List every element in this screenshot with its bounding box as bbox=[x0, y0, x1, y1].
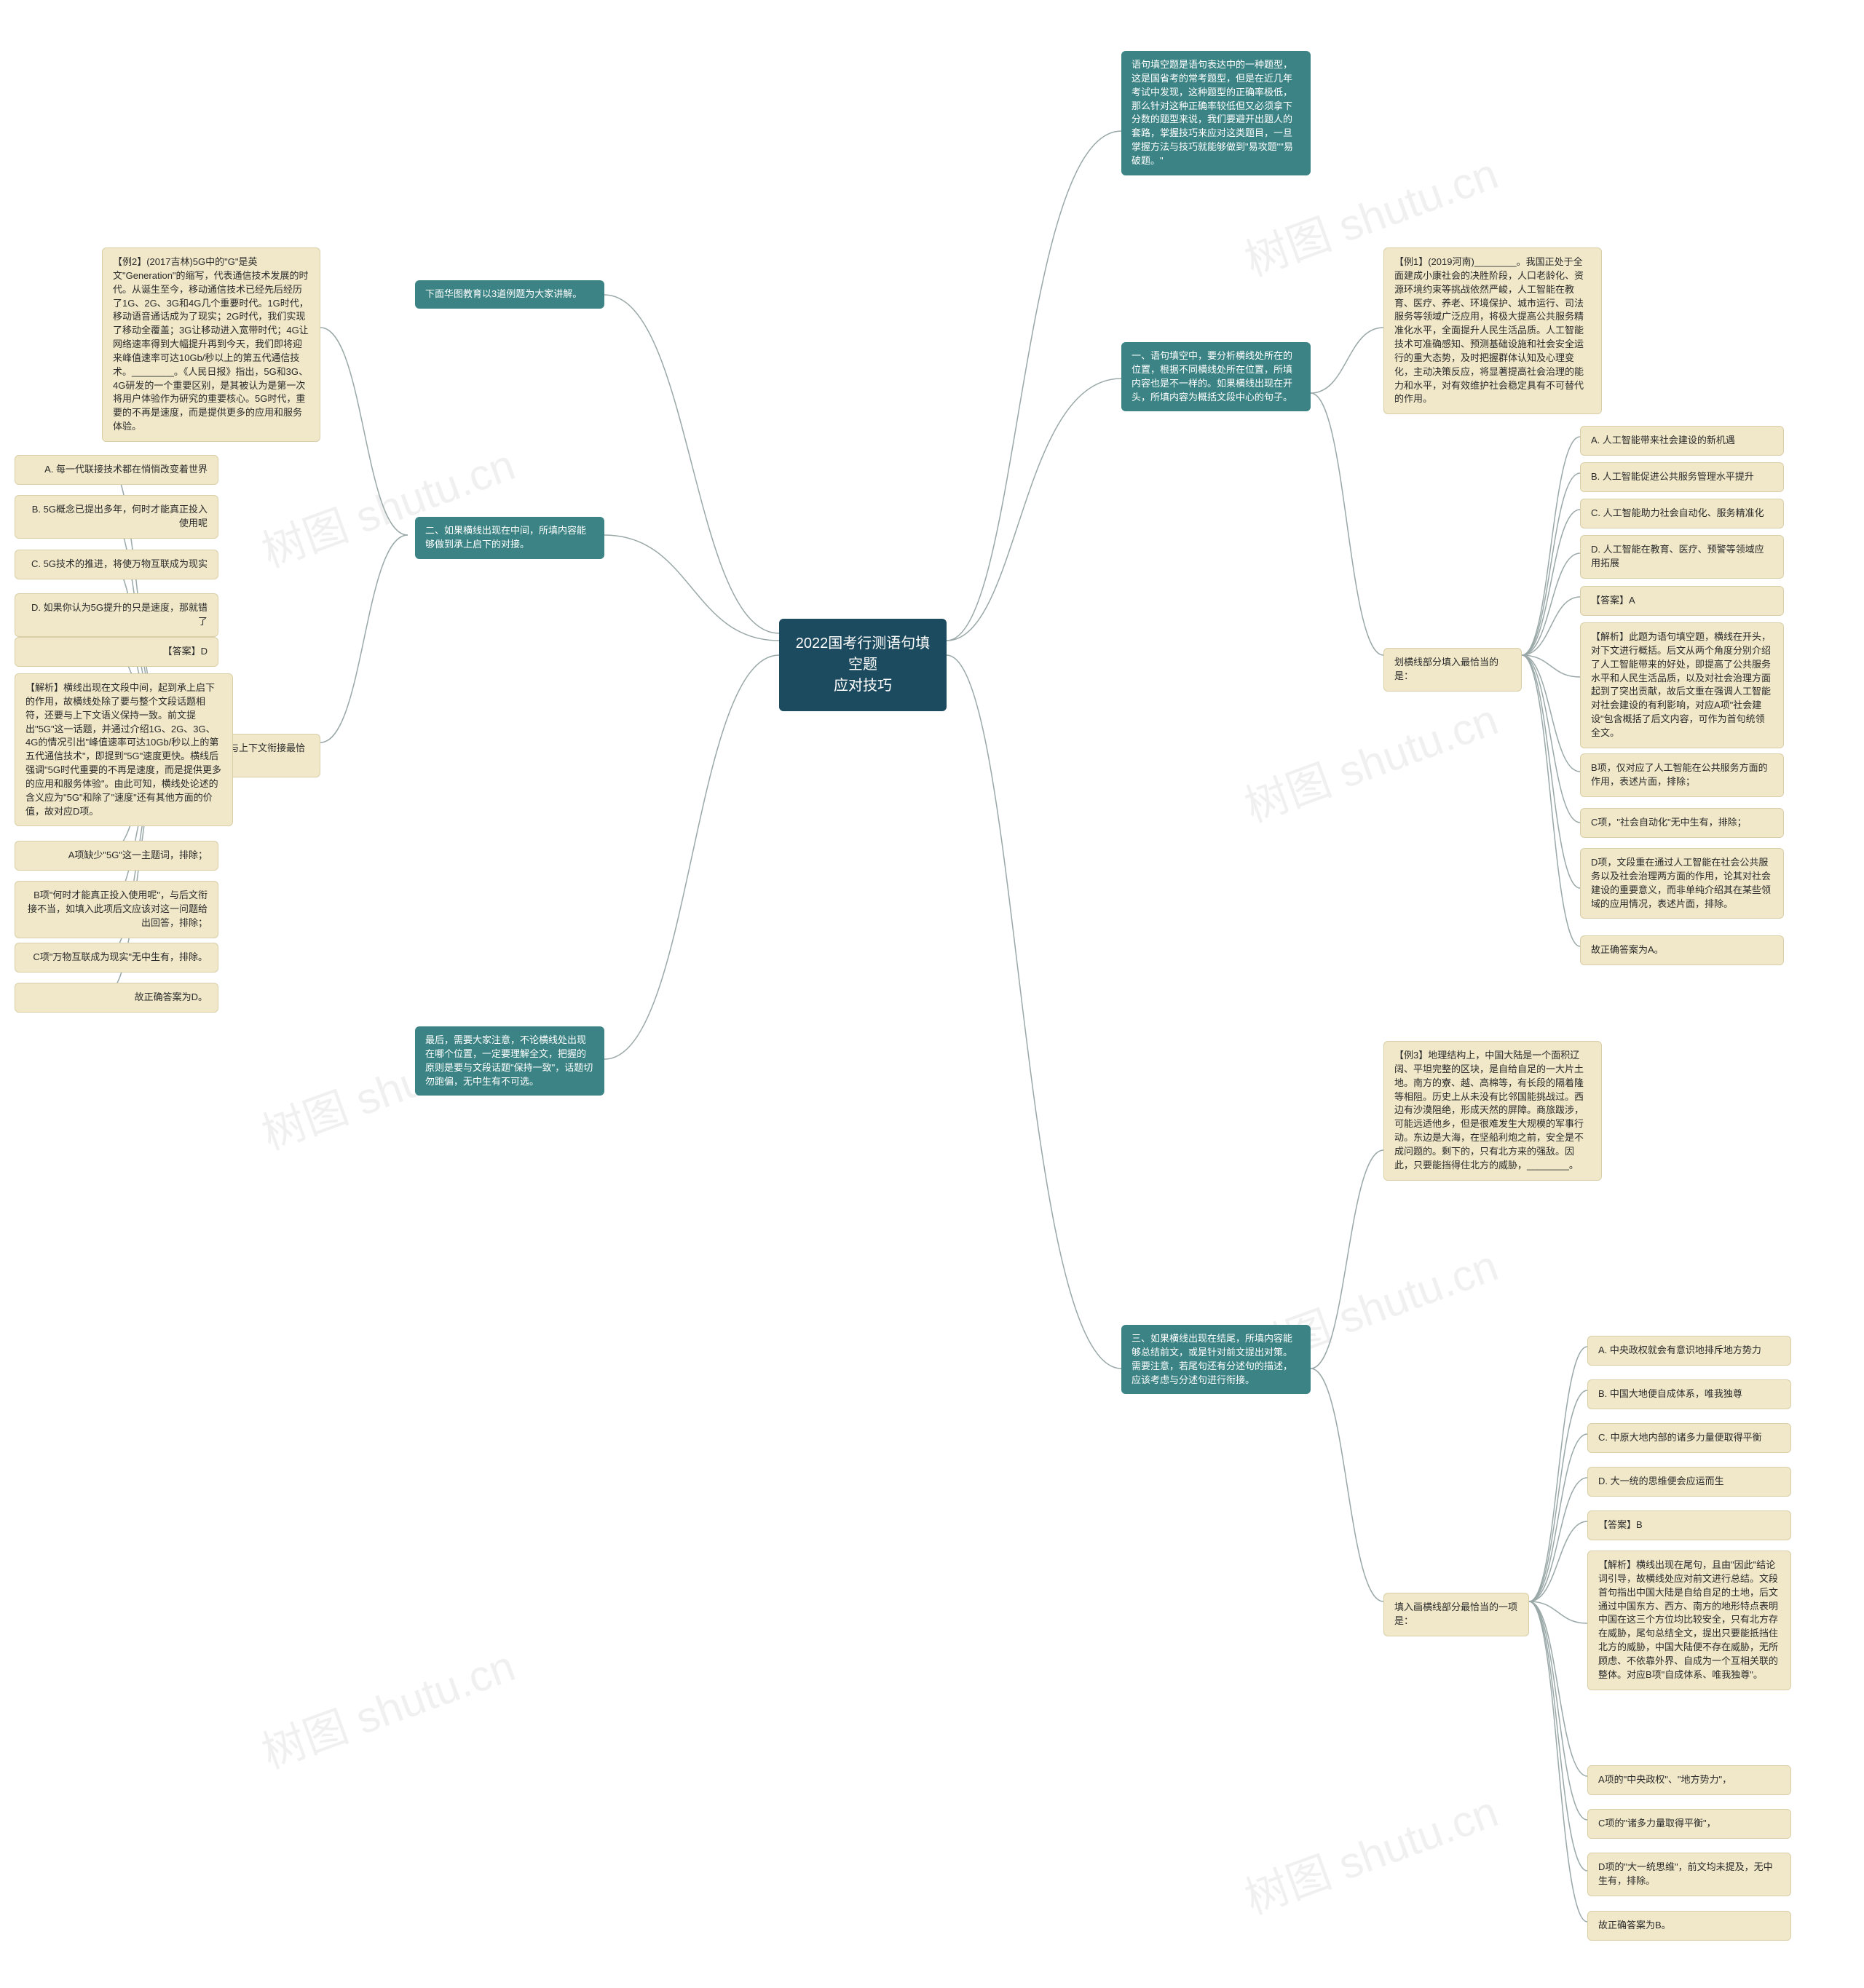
ex1-stem: 【例1】(2019河南)________。我国正处于全面建成小康社会的决胜阶段，… bbox=[1383, 247, 1602, 414]
ex2-optD: D. 如果你认为5G提升的只是速度，那就错了 bbox=[15, 593, 218, 637]
ex3-label: 填入画横线部分最恰当的一项是： bbox=[1383, 1593, 1529, 1636]
right-tip1: 一、语句填空中，要分析横线处所在的位置，根据不同横线处所在位置，所填内容也是不一… bbox=[1121, 342, 1311, 411]
ex1-bNote: B项，仅对应了人工智能在公共服务方面的作用，表述片面，排除； bbox=[1580, 753, 1784, 797]
right-tip3: 三、如果横线出现在结尾，所填内容能够总结前文，或是针对前文提出对策。需要注意，若… bbox=[1121, 1325, 1311, 1394]
ex2-cNote: C项"万物互联成为现实"无中生有，排除。 bbox=[15, 943, 218, 973]
ex1-dNote: D项，文段重在通过人工智能在社会公共服务以及社会治理两方面的作用，论其对社会建设… bbox=[1580, 848, 1784, 919]
ex1-optB: B. 人工智能促进公共服务管理水平提升 bbox=[1580, 462, 1784, 492]
ex2-stem: 【例2】(2017吉林)5G中的"G"是英文"Generation"的缩写，代表… bbox=[102, 247, 320, 442]
right-intro: 语句填空题是语句表达中的一种题型，这是国省考的常考题型，但是在近几年考试中发现，… bbox=[1121, 51, 1311, 175]
ex3-optA: A. 中央政权就会有意识地排斥地方势力 bbox=[1587, 1336, 1791, 1366]
ex3-optB: B. 中国大地便自成体系，唯我独尊 bbox=[1587, 1379, 1791, 1409]
ex2-optC: C. 5G技术的推进，将使万物互联成为现实 bbox=[15, 550, 218, 579]
ex1-ans: 【答案】A bbox=[1580, 586, 1784, 616]
left-closing: 最后，需要大家注意，不论横线处出现在哪个位置，一定要理解全文，把握的原则是要与文… bbox=[415, 1026, 604, 1096]
center-title: 2022国考行测语句填空题 应对技巧 bbox=[779, 619, 947, 711]
ex1-label: 划横线部分填入最恰当的是： bbox=[1383, 648, 1522, 692]
watermark: 树图 shutu.cn bbox=[252, 1631, 522, 1781]
ex2-optB: B. 5G概念已提出多年，何时才能真正投入使用呢 bbox=[15, 495, 218, 539]
ex3-aNote: A项的"中央政权"、"地方势力"， bbox=[1587, 1765, 1791, 1795]
ex1-optA: A. 人工智能带来社会建设的新机遇 bbox=[1580, 426, 1784, 456]
watermark: 树图 shutu.cn bbox=[1235, 1776, 1505, 1926]
ex2-ans: 【答案】D bbox=[15, 637, 218, 667]
ex1-cNote: C项，"社会自动化"无中生有，排除； bbox=[1580, 808, 1784, 838]
ex2-exp: 【解析】横线出现在文段中间，起到承上启下的作用，故横线处除了要与整个文段话题相符… bbox=[15, 673, 233, 826]
left-intro: 下面华图教育以3道例题为大家讲解。 bbox=[415, 280, 604, 309]
ex1-optC: C. 人工智能助力社会自动化、服务精准化 bbox=[1580, 499, 1784, 528]
ex3-final: 故正确答案为B。 bbox=[1587, 1911, 1791, 1941]
ex3-dNote: D项的"大一统思维"，前文均未提及，无中生有，排除。 bbox=[1587, 1853, 1791, 1896]
ex1-final: 故正确答案为A。 bbox=[1580, 935, 1784, 965]
ex2-aNote: A项缺少"5G"这一主题词，排除； bbox=[15, 841, 218, 871]
ex3-ans: 【答案】B bbox=[1587, 1510, 1791, 1540]
watermark: 树图 shutu.cn bbox=[1235, 684, 1505, 834]
ex2-optA: A. 每一代联接技术都在悄悄改变着世界 bbox=[15, 455, 218, 485]
ex2-final: 故正确答案为D。 bbox=[15, 983, 218, 1013]
center-title-line1: 2022国考行测语句填空题 bbox=[791, 633, 935, 676]
ex1-optD: D. 人工智能在教育、医疗、预警等领域应用拓展 bbox=[1580, 535, 1784, 579]
ex1-exp: 【解析】此题为语句填空题，横线在开头，对下文进行概括。后文从两个角度分别介绍了人… bbox=[1580, 622, 1784, 748]
ex2-bNote: B项"何时才能真正投入使用呢"，与后文衔接不当，如填入此项后文应该对这一问题给出… bbox=[15, 881, 218, 938]
ex3-exp: 【解析】横线出现在尾句，且由"因此"结论词引导，故横线处应对前文进行总结。文段首… bbox=[1587, 1551, 1791, 1690]
ex3-optD: D. 大一统的思维便会应运而生 bbox=[1587, 1467, 1791, 1497]
ex3-optC: C. 中原大地内部的诸多力量便取得平衡 bbox=[1587, 1423, 1791, 1453]
ex3-cNote: C项的"诸多力量取得平衡"， bbox=[1587, 1809, 1791, 1839]
ex3-stem: 【例3】地理结构上，中国大陆是一个面积辽阔、平坦完整的区块，是自给自足的一大片土… bbox=[1383, 1041, 1602, 1181]
center-title-line2: 应对技巧 bbox=[791, 676, 935, 697]
left-tip2: 二、如果横线出现在中间，所填内容能够做到承上启下的对接。 bbox=[415, 517, 604, 559]
